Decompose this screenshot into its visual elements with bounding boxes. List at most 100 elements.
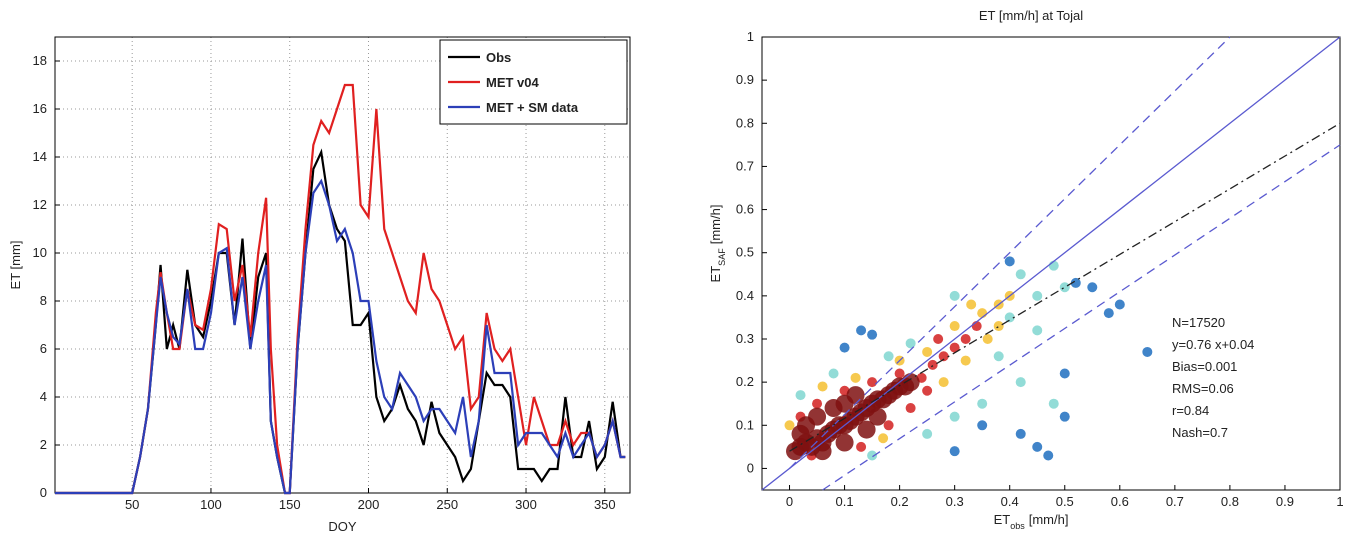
scatter-point xyxy=(922,428,933,439)
y-tick-label: 2 xyxy=(40,437,47,452)
scatter-point xyxy=(867,377,878,388)
scatter-point xyxy=(867,450,878,461)
scatter-point xyxy=(1048,398,1059,409)
scatter-point xyxy=(791,424,810,443)
y-tick-label: 0.1 xyxy=(736,417,754,432)
stats-annotation: y=0.76 x+0.04 xyxy=(1172,337,1254,352)
data-line xyxy=(55,83,626,495)
scatter-point xyxy=(1087,282,1098,293)
legend-label: Obs xyxy=(486,50,511,65)
scatter-point xyxy=(1114,299,1125,310)
x-axis-label-unit: [mm/h] xyxy=(1029,512,1069,527)
reference-line xyxy=(789,122,1341,452)
y-tick-label: 0.2 xyxy=(736,374,754,389)
scatter-point xyxy=(1059,368,1070,379)
scatter-point xyxy=(868,407,887,426)
x-tick-label: 300 xyxy=(515,497,537,512)
scatter-point xyxy=(1004,312,1015,323)
scatter-point xyxy=(867,329,878,340)
scatter-point xyxy=(856,325,867,336)
y-tick-label: 14 xyxy=(33,149,47,164)
x-tick-label: 0.3 xyxy=(946,494,964,509)
x-tick-label: 100 xyxy=(200,497,222,512)
y-axis-label-main: ET xyxy=(708,266,723,283)
scatter-point xyxy=(850,372,861,383)
x-tick-label: 0.4 xyxy=(1001,494,1019,509)
scatter-point xyxy=(1103,308,1114,319)
scatter-point xyxy=(1032,441,1043,452)
scatter-point xyxy=(784,420,795,431)
x-tick-label: 0.8 xyxy=(1221,494,1239,509)
scatter-point xyxy=(922,346,933,357)
scatter-point xyxy=(938,351,949,362)
y-tick-label: 16 xyxy=(33,101,47,116)
scatter-point xyxy=(856,441,867,452)
y-tick-label: 1 xyxy=(747,29,754,44)
scatter-point xyxy=(1032,290,1043,301)
x-tick-label: 50 xyxy=(125,497,139,512)
x-tick-label: 200 xyxy=(358,497,380,512)
scatter-point xyxy=(977,420,988,431)
y-axis-label-unit: [mm/h] xyxy=(708,205,723,245)
scatter-point xyxy=(949,446,960,457)
x-axis-label-sub: obs xyxy=(1010,521,1025,531)
reference-line xyxy=(761,36,1341,491)
reference-line xyxy=(822,144,1341,491)
reference-line xyxy=(789,36,1231,469)
x-tick-label: 0.2 xyxy=(891,494,909,509)
scatter-point xyxy=(795,390,806,401)
scatter-point xyxy=(977,398,988,409)
stats-annotation: r=0.84 xyxy=(1172,403,1209,418)
legend-label: MET + SM data xyxy=(486,100,579,115)
y-tick-label: 0.3 xyxy=(736,331,754,346)
scatter-point xyxy=(813,442,832,461)
scatter-point xyxy=(949,321,960,332)
y-tick-label: 0 xyxy=(747,460,754,475)
scatter-point xyxy=(949,342,960,353)
scatter-point xyxy=(1142,346,1153,357)
y-tick-label: 4 xyxy=(40,389,47,404)
scatter-point xyxy=(905,403,916,414)
scatter-point xyxy=(817,381,828,392)
scatter-point xyxy=(982,334,993,344)
scatter-point xyxy=(1059,411,1070,422)
data-line xyxy=(55,178,626,495)
scatter-point xyxy=(1015,377,1026,388)
chart-title: ET [mm/h] at Tojal xyxy=(979,8,1083,23)
scatter-point xyxy=(960,334,971,344)
y-axis-label: ETSAF [mm/h] xyxy=(708,205,727,283)
scatter-point xyxy=(883,351,894,362)
scatter-point xyxy=(1059,282,1070,293)
scatter-point xyxy=(922,385,933,396)
x-tick-label: 0.5 xyxy=(1056,494,1074,509)
y-axis-label: ET [mm] xyxy=(8,241,23,290)
scatter-point xyxy=(949,411,960,422)
y-tick-label: 0.9 xyxy=(736,72,754,87)
y-tick-label: 6 xyxy=(40,341,47,356)
scatter-point xyxy=(808,407,827,426)
scatter-point xyxy=(949,290,960,301)
scatter-point xyxy=(878,433,889,444)
y-axis-label-sub: SAF xyxy=(717,248,727,266)
scatter-point xyxy=(1015,428,1026,439)
scatter-point xyxy=(839,342,850,353)
legend-label: MET v04 xyxy=(486,75,540,90)
scatter-point xyxy=(1043,450,1054,461)
y-tick-label: 0.6 xyxy=(736,202,754,217)
x-tick-label: 1 xyxy=(1336,494,1343,509)
scatter-point xyxy=(857,420,876,439)
x-tick-label: 0 xyxy=(786,494,793,509)
x-tick-label: 250 xyxy=(436,497,458,512)
x-axis-label: ETobs [mm/h] xyxy=(994,512,1069,531)
y-tick-label: 8 xyxy=(40,293,47,308)
x-tick-label: 0.9 xyxy=(1276,494,1294,509)
y-tick-label: 0.4 xyxy=(736,288,754,303)
y-tick-label: 0.8 xyxy=(736,115,754,130)
scatter-point xyxy=(966,299,977,310)
plot-frame xyxy=(54,36,631,494)
scatter-point xyxy=(960,355,971,366)
scatter-point xyxy=(993,351,1004,362)
